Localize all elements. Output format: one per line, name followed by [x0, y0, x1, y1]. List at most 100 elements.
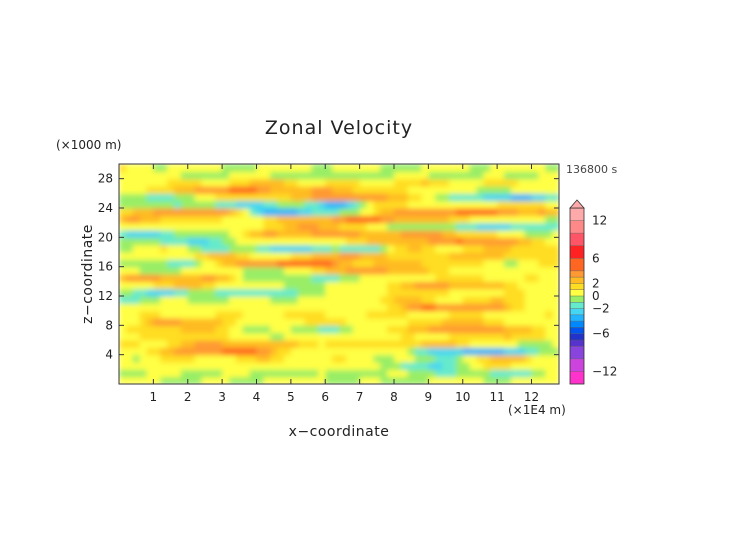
- field-cell: [249, 222, 258, 231]
- field-cell: [345, 354, 354, 363]
- field-cell: [201, 281, 209, 290]
- field-cell: [146, 208, 154, 216]
- field-cell: [428, 193, 436, 202]
- field-cell: [414, 332, 423, 341]
- field-cell: [249, 318, 258, 326]
- field-cell: [455, 244, 464, 253]
- field-cell: [407, 215, 416, 224]
- field-cell: [414, 178, 423, 187]
- field-cell: [160, 171, 168, 180]
- field-cell: [242, 354, 251, 363]
- field-cell: [311, 230, 319, 238]
- field-cell: [531, 252, 539, 260]
- field-cell: [222, 281, 230, 290]
- field-cell: [531, 178, 539, 187]
- field-cell: [215, 347, 223, 356]
- field-cell: [366, 178, 374, 187]
- x-tick-label: 1: [150, 390, 158, 404]
- x-unit-label: (×1E4 m): [508, 403, 566, 417]
- field-cell: [359, 303, 368, 312]
- field-cell: [229, 369, 237, 378]
- field-cell: [449, 347, 457, 356]
- field-cell: [187, 369, 196, 378]
- field-cell: [187, 362, 196, 370]
- field-cell: [256, 296, 264, 304]
- field-cell: [139, 200, 148, 209]
- field-cell: [256, 281, 264, 290]
- field-cell: [510, 362, 519, 370]
- field-cell: [235, 325, 244, 334]
- field-cell: [414, 164, 423, 172]
- field-cell: [462, 230, 471, 238]
- field-cell: [455, 237, 464, 246]
- field-cell: [345, 171, 354, 180]
- field-cell: [256, 215, 264, 224]
- field-cell: [442, 244, 450, 253]
- field-cell: [242, 186, 251, 194]
- field-cell: [304, 318, 313, 326]
- field-cell: [304, 362, 313, 370]
- field-cell: [435, 186, 443, 194]
- field-cell: [394, 354, 402, 363]
- field-cell: [462, 318, 471, 326]
- field-cell: [394, 200, 402, 209]
- field-cell: [311, 244, 319, 253]
- field-cell: [552, 332, 559, 341]
- field-cell: [284, 259, 292, 268]
- field-cell: [359, 178, 368, 187]
- field-cell: [400, 200, 409, 209]
- field-cell: [407, 281, 416, 290]
- field-cell: [387, 244, 395, 253]
- field-cell: [394, 288, 402, 297]
- field-cell: [442, 340, 450, 348]
- field-cell: [380, 362, 388, 370]
- field-cell: [304, 303, 313, 312]
- field-cell: [531, 230, 539, 238]
- field-cell: [304, 164, 313, 172]
- field-cell: [517, 186, 526, 194]
- field-cell: [400, 259, 409, 268]
- field-cell: [483, 266, 491, 275]
- field-cell: [517, 171, 526, 180]
- field-cell: [153, 208, 161, 216]
- y-tick-label: 28: [98, 172, 113, 186]
- field-cell: [187, 296, 196, 304]
- field-cell: [455, 164, 464, 172]
- field-cell: [497, 318, 505, 326]
- field-cell: [345, 369, 354, 378]
- field-cell: [442, 259, 450, 268]
- field-cell: [201, 252, 209, 260]
- field-cell: [332, 244, 340, 253]
- field-cell: [242, 171, 251, 180]
- field-cell: [153, 325, 161, 334]
- field-cell: [222, 193, 230, 202]
- field-cell: [442, 347, 450, 356]
- field-cell: [290, 266, 299, 275]
- field-cell: [435, 347, 443, 356]
- field-cell: [284, 362, 292, 370]
- field-cell: [373, 215, 381, 224]
- field-cell: [222, 259, 230, 268]
- field-cell: [125, 369, 134, 378]
- field-cell: [270, 340, 278, 348]
- field-cell: [545, 244, 553, 253]
- field-cell: [256, 222, 264, 231]
- field-cell: [332, 266, 340, 275]
- field-cell: [332, 222, 340, 231]
- field-cell: [497, 340, 505, 348]
- field-cell: [325, 362, 333, 370]
- field-cell: [476, 340, 484, 348]
- field-cell: [311, 266, 319, 275]
- field-cell: [194, 288, 203, 297]
- field-cell: [160, 186, 168, 194]
- field-cell: [421, 340, 429, 348]
- field-cell: [208, 296, 216, 304]
- field-cell: [359, 281, 368, 290]
- field-cell: [194, 244, 203, 253]
- field-cell: [277, 325, 285, 334]
- field-cell: [125, 244, 134, 253]
- field-cell: [400, 244, 409, 253]
- field-cell: [270, 369, 278, 378]
- field-cell: [380, 178, 388, 187]
- field-cell: [504, 215, 512, 224]
